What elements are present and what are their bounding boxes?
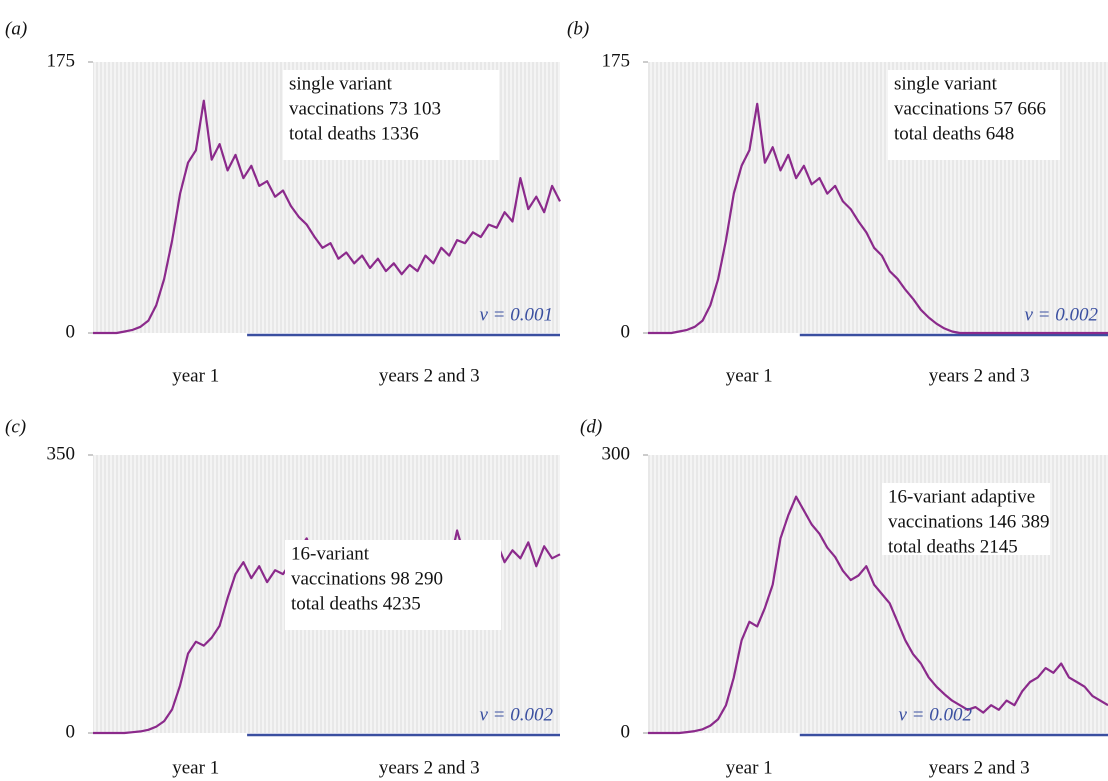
data-line (93, 99, 561, 335)
v-note: v = 0.002 (1024, 304, 1098, 325)
x-label: year 1 (726, 757, 773, 778)
v-note: v = 0.002 (898, 704, 972, 725)
annotation-line: vaccinations 146 389 (888, 511, 1049, 532)
annotation-line: total deaths 1336 (289, 123, 419, 144)
panel-label: (b) (567, 18, 589, 39)
annotation-line: vaccinations 57 666 (894, 98, 1046, 119)
y-tick-label: 300 (602, 443, 631, 464)
annotation-box (283, 70, 499, 160)
panel: (d) 0 300 16-variant adaptive vaccinations 1… (580, 416, 1108, 778)
x-label: year 1 (172, 365, 219, 386)
annotation-box (888, 70, 1060, 160)
v-note: v = 0.002 (479, 704, 553, 725)
panel: (b) 0 175 single variant vaccinations 57 666… (567, 18, 1108, 386)
y-tick-label: 0 (621, 321, 631, 342)
annotation-line: single variant (894, 73, 998, 94)
x-label: years 2 and 3 (929, 757, 1030, 778)
annotation-line: total deaths 4235 (291, 593, 421, 614)
x-label: years 2 and 3 (929, 365, 1030, 386)
panel: (a) 0 175 single variant vaccinations 73 103… (5, 18, 561, 386)
x-label: year 1 (726, 365, 773, 386)
annotation-line: vaccinations 73 103 (289, 98, 441, 119)
data-line (648, 495, 1108, 735)
annotation-line: 16-variant adaptive (888, 486, 1035, 507)
panel: (c) 0 350 16-variant vaccinations 98 290 tota… (5, 416, 561, 778)
y-tick-label: 0 (66, 321, 76, 342)
annotation-line: 16-variant (291, 543, 370, 564)
panel-label: (c) (5, 416, 26, 437)
x-label: years 2 and 3 (379, 757, 480, 778)
annotation-line: single variant (289, 73, 393, 94)
x-label: year 1 (172, 757, 219, 778)
x-label: years 2 and 3 (379, 365, 480, 386)
annotation-line: vaccinations 98 290 (291, 568, 443, 589)
v-note: v = 0.001 (479, 304, 553, 325)
y-tick-label: 0 (66, 721, 76, 742)
y-tick-label: 350 (47, 443, 76, 464)
y-tick-label: 175 (602, 50, 631, 71)
annotation-line: total deaths 648 (894, 123, 1014, 144)
y-tick-label: 175 (47, 50, 76, 71)
panel-label: (a) (5, 18, 27, 39)
panel-label: (d) (580, 416, 602, 437)
data-line (648, 102, 1108, 335)
annotation-box (882, 483, 1050, 555)
annotation-box (285, 540, 501, 630)
y-tick-label: 0 (621, 721, 631, 742)
annotation-line: total deaths 2145 (888, 536, 1018, 557)
